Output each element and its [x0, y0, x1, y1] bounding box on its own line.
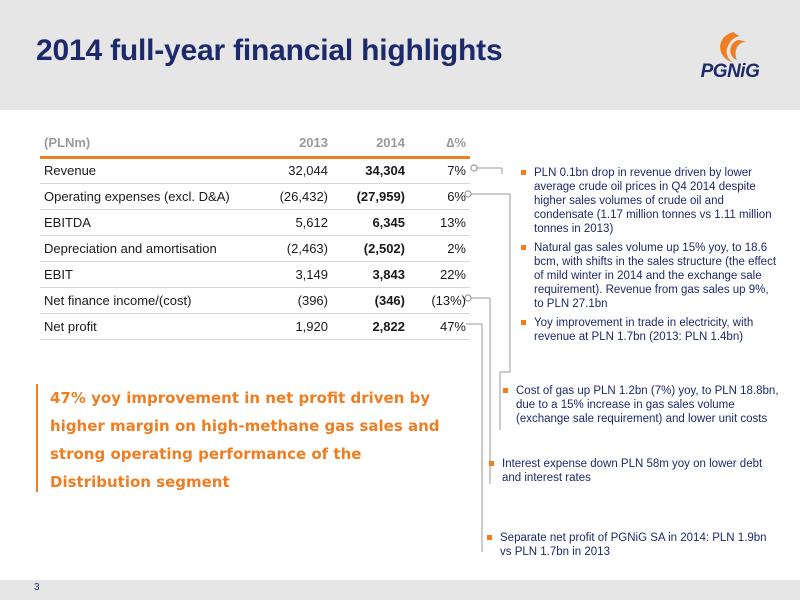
column-header: ∆% — [409, 130, 470, 159]
change-pct: 6% — [409, 183, 470, 210]
value-2013: 5,612 — [255, 209, 332, 236]
key-message-text: 47% yoy improvement in net profit driven… — [50, 389, 440, 491]
table-row: EBITDA 5,612 6,345 13% — [40, 209, 470, 236]
table-row: Net finance income/(cost) (396) (346) (1… — [40, 287, 470, 314]
value-2014: 6,345 — [332, 209, 409, 236]
note-item: Separate net profit of PGNiG SA in 2014:… — [486, 531, 780, 559]
value-2014: 3,843 — [332, 261, 409, 288]
value-2014: (2,502) — [332, 235, 409, 262]
row-label: Net profit — [40, 313, 255, 340]
value-2013: 1,920 — [255, 313, 332, 340]
financial-table: (PLNm) 2013 2014 ∆% Revenue 32,044 34,30… — [40, 130, 470, 340]
column-header: (PLNm) — [40, 130, 255, 159]
logo-wordmark: PGNiG — [700, 61, 760, 82]
change-pct: 13% — [409, 209, 470, 236]
value-2014: (27,959) — [332, 183, 409, 210]
value-2014: 2,822 — [332, 313, 409, 340]
net-profit-notes: Separate net profit of PGNiG SA in 2014:… — [486, 531, 780, 564]
note-item: PLN 0.1bn drop in revenue driven by lowe… — [520, 166, 780, 236]
column-header: 2014 — [332, 130, 409, 159]
slide-header: 2014 full-year financial highlights PGNi… — [0, 0, 800, 110]
note-item: Cost of gas up PLN 1.2bn (7%) yoy, to PL… — [502, 384, 780, 426]
pgnig-logo: PGNiG — [688, 28, 772, 82]
value-2013: 3,149 — [255, 261, 332, 288]
row-label: Depreciation and amortisation — [40, 235, 255, 262]
row-label: Net finance income/(cost) — [40, 287, 255, 314]
change-pct: 22% — [409, 261, 470, 288]
value-2013: (2,463) — [255, 235, 332, 262]
column-header: 2013 — [255, 130, 332, 159]
change-pct: 2% — [409, 235, 470, 262]
key-message-callout: 47% yoy improvement in net profit driven… — [36, 384, 456, 492]
row-label: Operating expenses (excl. D&A) — [40, 183, 255, 210]
change-pct: 47% — [409, 313, 470, 340]
table-row: Revenue 32,044 34,304 7% — [40, 157, 470, 184]
change-pct: 7% — [409, 157, 470, 184]
value-2013: (26,432) — [255, 183, 332, 210]
note-item: Natural gas sales volume up 15% yoy, to … — [520, 241, 780, 311]
table-row: Net profit 1,920 2,822 47% — [40, 313, 470, 340]
table-header-row: (PLNm) 2013 2014 ∆% — [40, 130, 470, 159]
row-label: EBITDA — [40, 209, 255, 236]
note-item: Yoy improvement in trade in electricity,… — [520, 316, 780, 344]
finance-notes: Interest expense down PLN 58m yoy on low… — [488, 457, 780, 490]
note-item: Interest expense down PLN 58m yoy on low… — [488, 457, 780, 485]
value-2014: 34,304 — [332, 157, 409, 184]
row-label: EBIT — [40, 261, 255, 288]
revenue-notes: PLN 0.1bn drop in revenue driven by lowe… — [520, 166, 780, 349]
table-row: EBIT 3,149 3,843 22% — [40, 261, 470, 288]
value-2014: (346) — [332, 287, 409, 314]
table-row: Depreciation and amortisation (2,463) (2… — [40, 235, 470, 262]
page-number-bar: 3 — [0, 580, 800, 600]
flame-icon — [720, 32, 746, 62]
change-pct: (13%) — [409, 287, 470, 314]
value-2013: (396) — [255, 287, 332, 314]
table-row: Operating expenses (excl. D&A) (26,432) … — [40, 183, 470, 210]
slide-title: 2014 full-year financial highlights — [36, 34, 503, 67]
row-label: Revenue — [40, 157, 255, 184]
page-number: 3 — [34, 582, 40, 593]
opex-notes: Cost of gas up PLN 1.2bn (7%) yoy, to PL… — [502, 384, 780, 431]
value-2013: 32,044 — [255, 157, 332, 184]
